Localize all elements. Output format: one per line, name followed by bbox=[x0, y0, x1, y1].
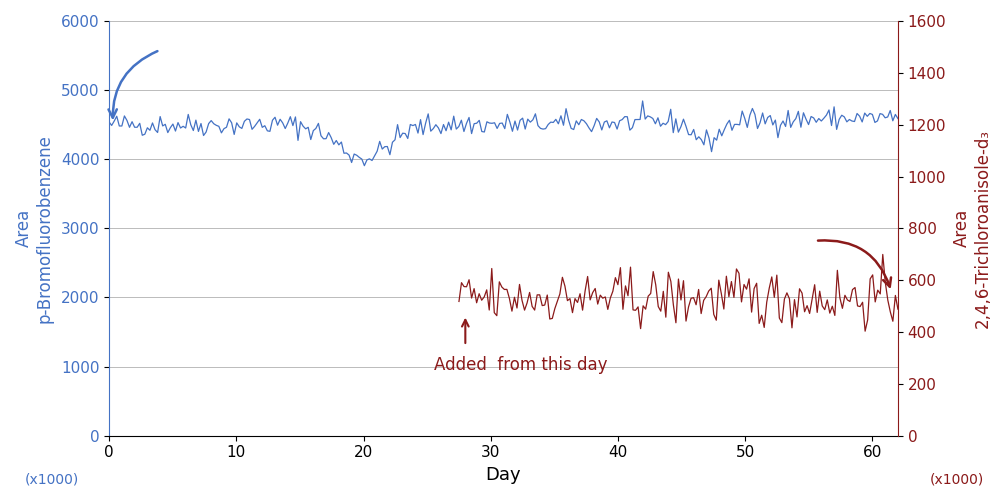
Y-axis label: Area
2,4,6-Trichloroanisole-d₃: Area 2,4,6-Trichloroanisole-d₃ bbox=[954, 129, 992, 328]
Y-axis label: Area
p-Bromofluorobenzene: Area p-Bromofluorobenzene bbox=[15, 134, 53, 323]
Text: (x1000): (x1000) bbox=[929, 473, 984, 487]
Text: Added  from this day: Added from this day bbox=[434, 356, 607, 374]
Text: (x1000): (x1000) bbox=[25, 473, 80, 487]
X-axis label: Day: Day bbox=[485, 466, 522, 484]
